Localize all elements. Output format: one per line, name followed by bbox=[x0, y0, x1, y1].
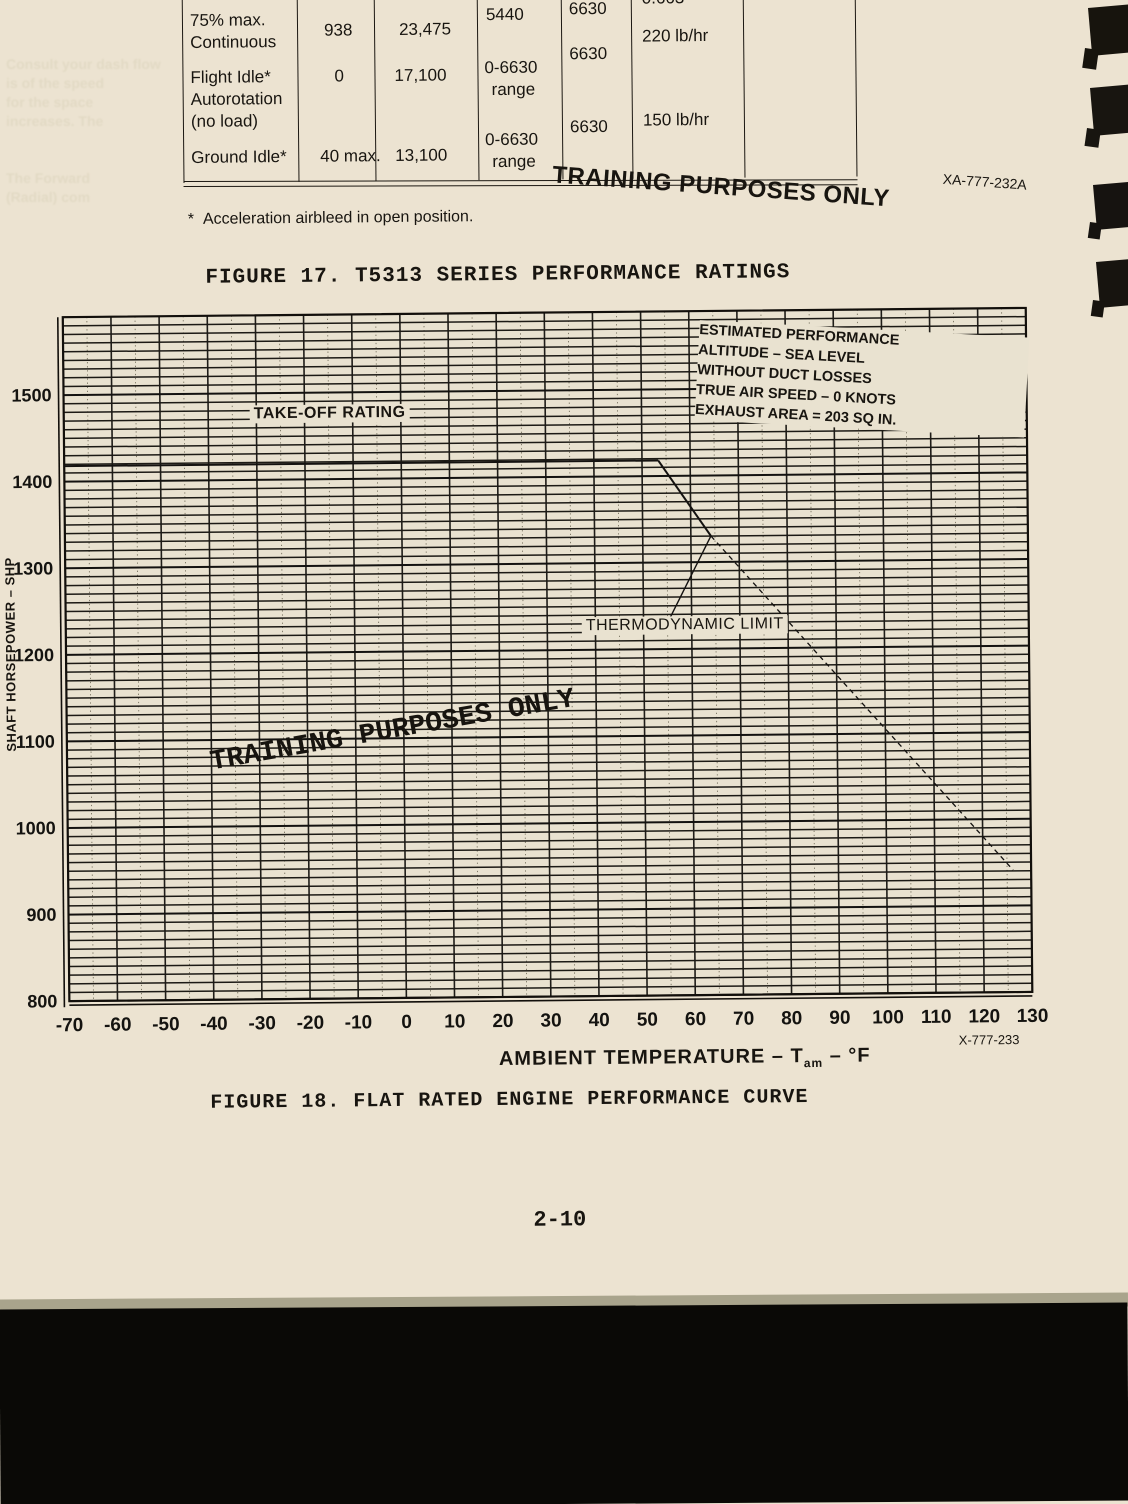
svg-text:10: 10 bbox=[444, 1011, 465, 1032]
svg-text:40: 40 bbox=[589, 1010, 610, 1031]
svg-text:900: 900 bbox=[26, 905, 56, 925]
svg-text:-50: -50 bbox=[152, 1014, 180, 1035]
svg-text:1000: 1000 bbox=[16, 818, 56, 838]
svg-text:50: 50 bbox=[637, 1010, 658, 1031]
svg-text:-70: -70 bbox=[56, 1015, 84, 1036]
svg-text:1200: 1200 bbox=[14, 645, 54, 665]
svg-text:0: 0 bbox=[401, 1012, 412, 1033]
svg-text:-30: -30 bbox=[248, 1013, 276, 1034]
svg-text:-10: -10 bbox=[345, 1012, 373, 1033]
svg-text:100: 100 bbox=[872, 1007, 904, 1028]
svg-text:-20: -20 bbox=[297, 1013, 325, 1034]
svg-text:110: 110 bbox=[921, 1007, 952, 1028]
svg-text:-60: -60 bbox=[104, 1015, 132, 1036]
svg-text:800: 800 bbox=[27, 991, 57, 1011]
svg-text:30: 30 bbox=[540, 1010, 561, 1031]
svg-text:-40: -40 bbox=[200, 1014, 228, 1035]
svg-text:80: 80 bbox=[781, 1008, 802, 1029]
svg-text:1100: 1100 bbox=[16, 732, 55, 752]
svg-text:60: 60 bbox=[685, 1009, 706, 1030]
svg-text:120: 120 bbox=[968, 1006, 1000, 1027]
svg-text:90: 90 bbox=[829, 1008, 850, 1029]
svg-text:70: 70 bbox=[733, 1009, 754, 1030]
svg-text:20: 20 bbox=[492, 1011, 513, 1032]
svg-text:130: 130 bbox=[1017, 1006, 1049, 1027]
svg-text:1500: 1500 bbox=[11, 385, 51, 405]
svg-text:1300: 1300 bbox=[13, 558, 53, 578]
svg-text:1400: 1400 bbox=[12, 472, 52, 492]
